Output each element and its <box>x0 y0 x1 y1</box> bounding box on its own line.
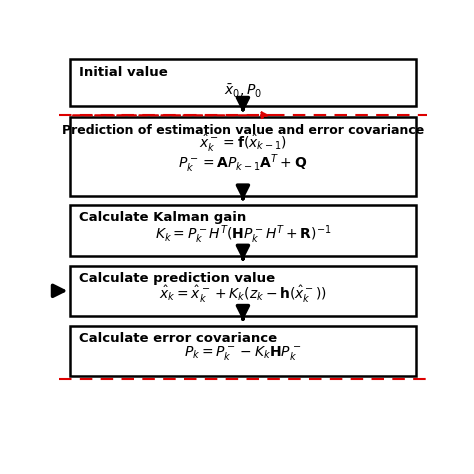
Text: Prediction of estimation value and error covariance: Prediction of estimation value and error… <box>62 124 424 137</box>
FancyBboxPatch shape <box>70 326 416 376</box>
Text: Calculate prediction value: Calculate prediction value <box>80 272 275 285</box>
FancyBboxPatch shape <box>70 117 416 196</box>
FancyBboxPatch shape <box>70 265 416 316</box>
Text: $P_k^- = \mathbf{A}P_{k-1}\mathbf{A}^T + \mathbf{Q}$: $P_k^- = \mathbf{A}P_{k-1}\mathbf{A}^T +… <box>178 153 308 175</box>
Text: $\hat{x}_k = \hat{x}_k^- + K_k(z_k - \mathbf{h}(\hat{x}_k^-))$: $\hat{x}_k = \hat{x}_k^- + K_k(z_k - \ma… <box>159 283 327 305</box>
FancyBboxPatch shape <box>70 205 416 256</box>
Text: $\hat{x}_k^- = \mathbf{f}(\hat{x}_{k-1})$: $\hat{x}_k^- = \mathbf{f}(\hat{x}_{k-1})… <box>199 133 287 155</box>
Text: Calculate Kalman gain: Calculate Kalman gain <box>80 211 246 224</box>
Text: $\bar{x}_0, P_0$: $\bar{x}_0, P_0$ <box>224 83 262 100</box>
Text: $K_k = P_k^- H^T(\mathbf{H}P_k^- H^T + \mathbf{R})^{-1}$: $K_k = P_k^- H^T(\mathbf{H}P_k^- H^T + \… <box>155 223 331 246</box>
FancyBboxPatch shape <box>70 59 416 106</box>
Text: Initial value: Initial value <box>80 66 168 79</box>
Text: Calculate error covariance: Calculate error covariance <box>80 332 278 345</box>
Text: $P_k = P_k^- - K_k\mathbf{H}P_k^-$: $P_k = P_k^- - K_k\mathbf{H}P_k^-$ <box>184 344 301 362</box>
